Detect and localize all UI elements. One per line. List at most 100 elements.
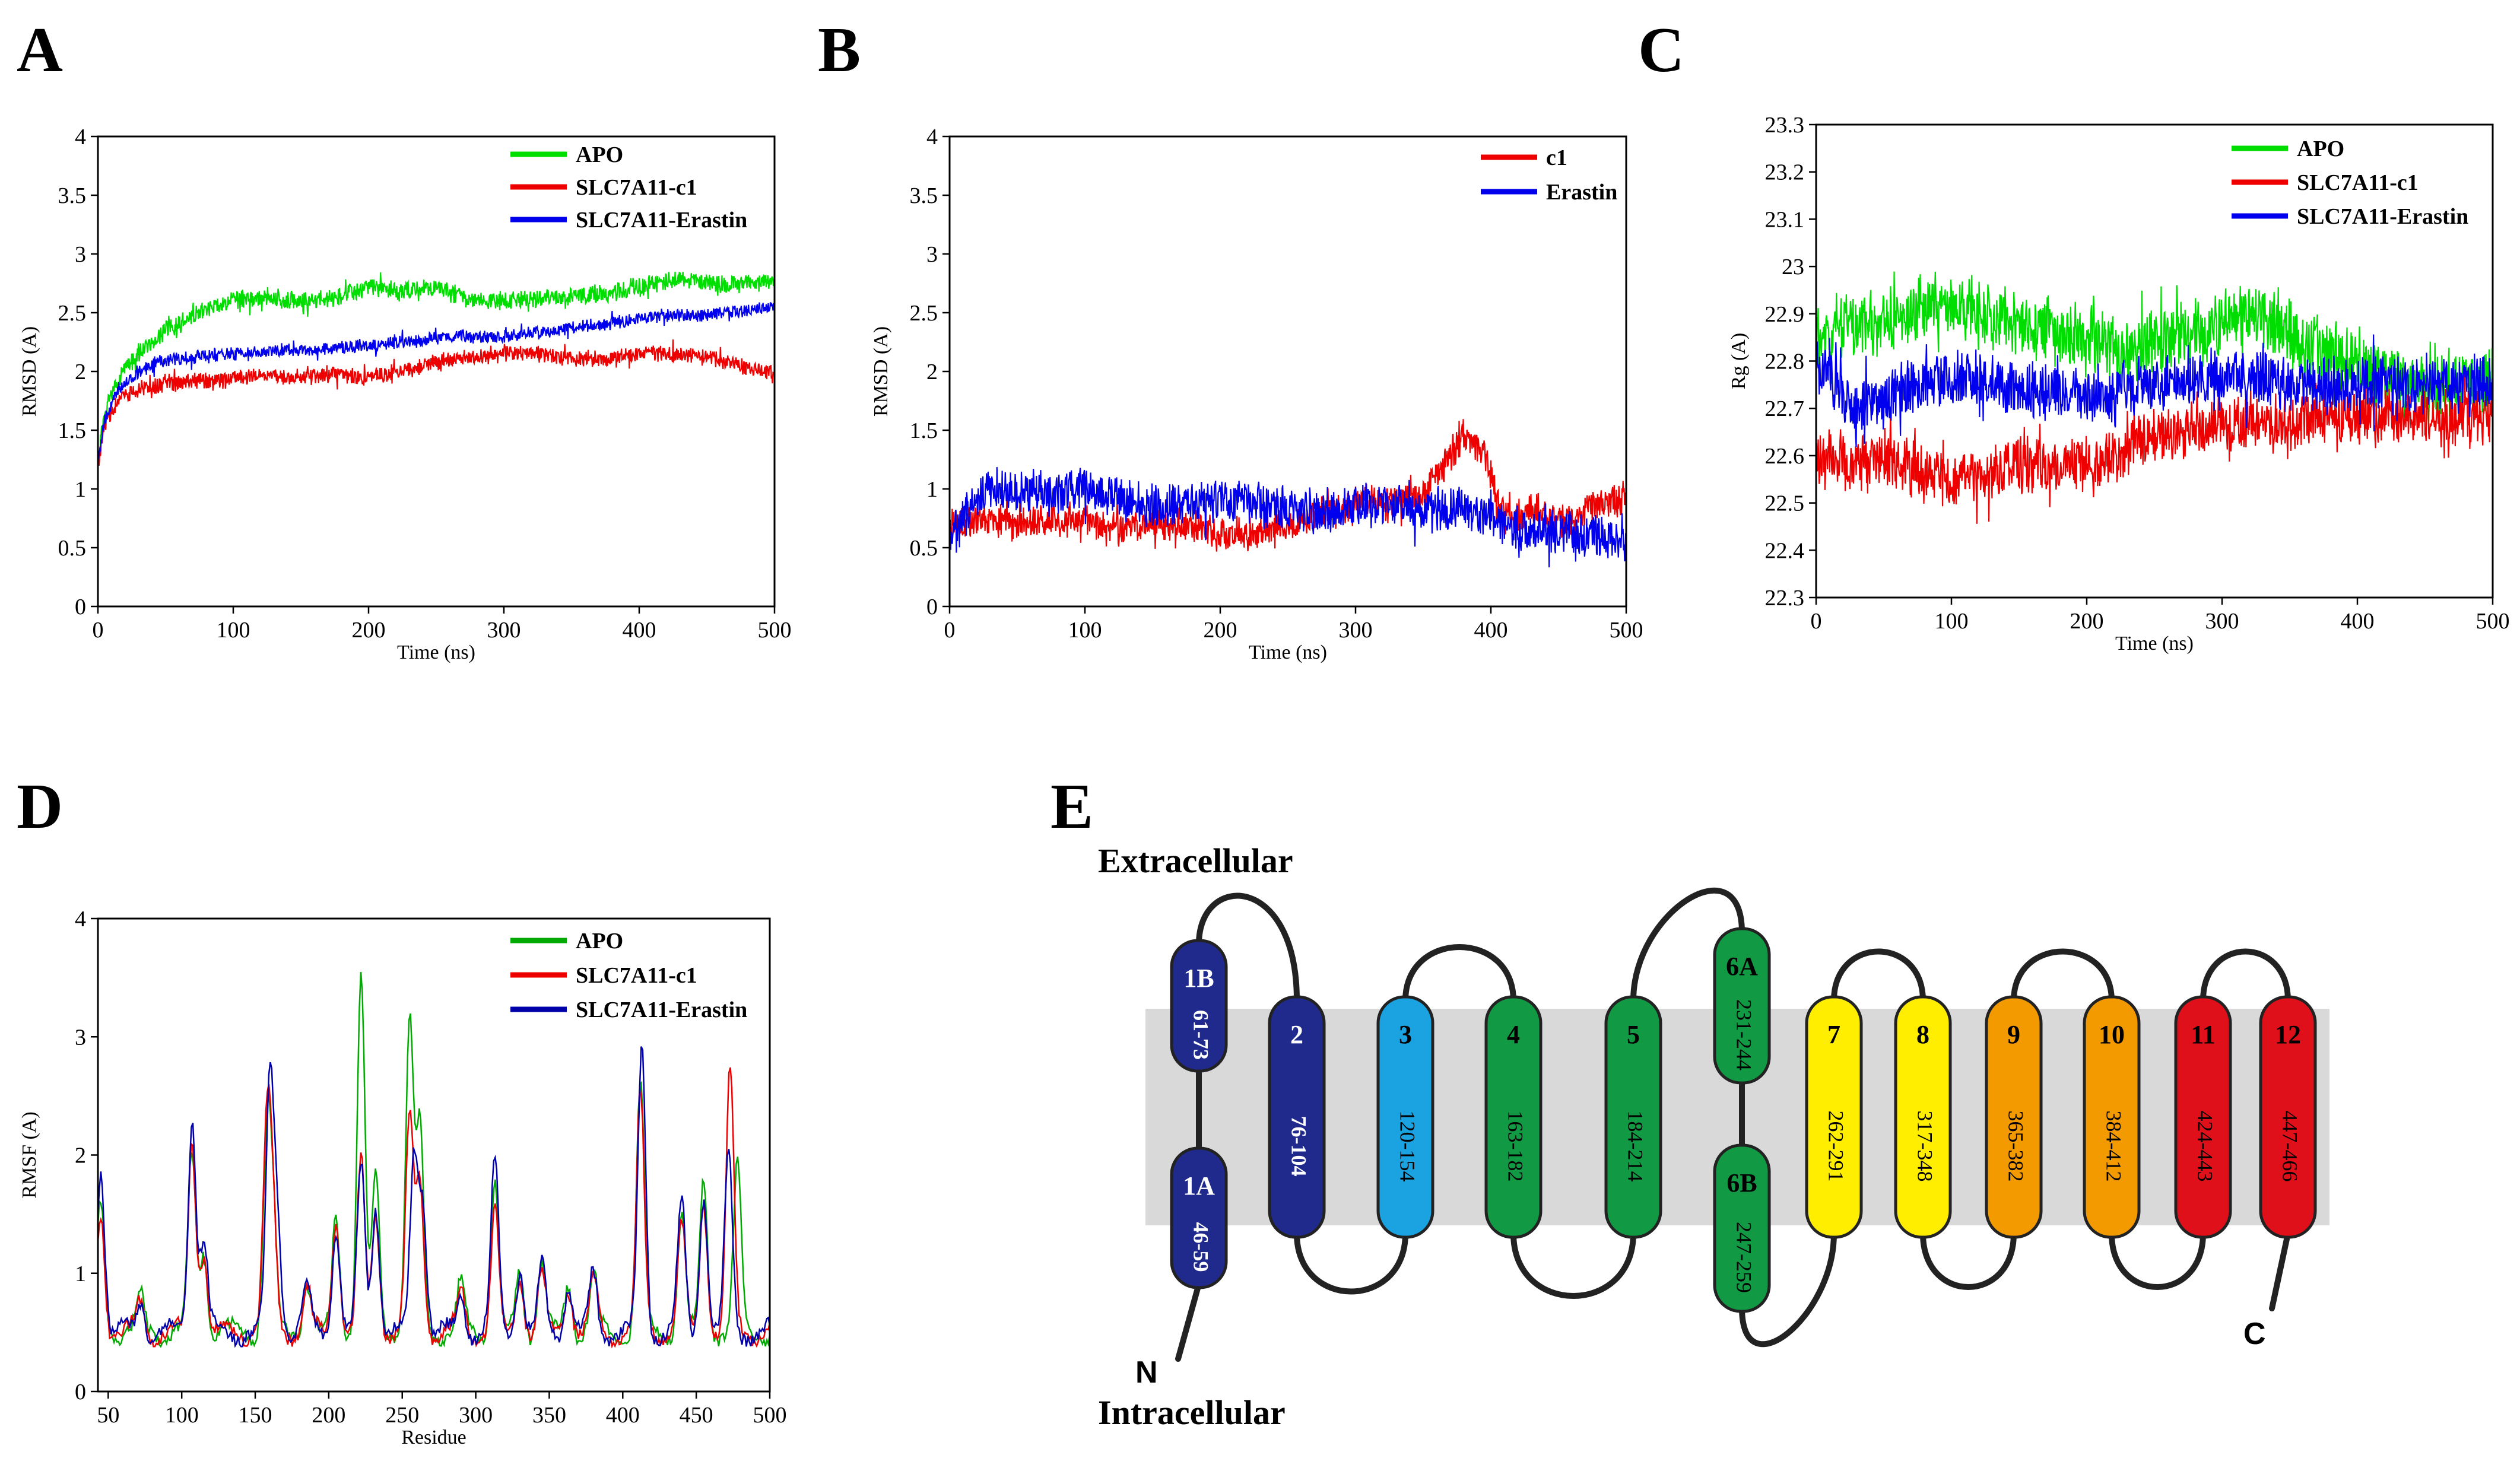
- chart-c-series-group: [1816, 271, 2493, 524]
- n-terminal-tail: [1175, 1281, 1202, 1362]
- chart-d-x-tick-label: 450: [680, 1403, 713, 1428]
- helix-6b-number: 6B: [1726, 1168, 1757, 1197]
- loop-5-6a: [1630, 887, 1745, 1003]
- chart-d-y-tick-label: 0: [75, 1380, 86, 1405]
- chart-c-legend-label: SLC7A11-Erastin: [2297, 204, 2468, 229]
- panel-letter-d: D: [17, 771, 63, 842]
- helix-6a: 6A 231-244: [1713, 927, 1771, 1085]
- chart-c-x-tick-label: 200: [2070, 609, 2104, 634]
- chart-b-x-tick-label: 0: [944, 618, 956, 643]
- chart-a-legend-label: APO: [576, 142, 623, 167]
- helix-7-body: [1805, 995, 1863, 1239]
- chart-c-legend-label: SLC7A11-c1: [2297, 170, 2419, 195]
- chart-d-legend-label: SLC7A11-c1: [576, 963, 697, 988]
- chart-b-x-tick-label: 200: [1204, 618, 1237, 643]
- chart-b-y-tick-label: 4: [926, 125, 938, 150]
- chart-c-y-tick-label: 23.1: [1765, 207, 1805, 232]
- chart-a-y-tick-label: 1.5: [58, 418, 87, 443]
- chart-a-x-tick-label: 500: [758, 618, 792, 643]
- chart-a-x-tick-label: 400: [623, 618, 656, 643]
- extracellular-label: Extracellular: [1098, 841, 1293, 880]
- helix-3: 3 120-154: [1376, 995, 1434, 1239]
- chart-b-y-tick-label: 2.5: [910, 301, 938, 326]
- helix-1a-number: 1A: [1183, 1171, 1215, 1200]
- loop-9-10: [2011, 948, 2115, 1003]
- helix-3-body: [1376, 995, 1434, 1239]
- chart-b-legend-label: Erastin: [1546, 180, 1617, 205]
- helix-4-number: 4: [1507, 1020, 1520, 1049]
- chart-b-rmsd: 0 100 200 300 400 500 0 0.5 1 1.5 2 2.5 3 3.5 4 Time (n…: [870, 125, 1643, 663]
- helix-3-number: 3: [1399, 1020, 1412, 1049]
- chart-d-legend-label: SLC7A11-Erastin: [576, 997, 747, 1022]
- chart-b-y-tick-label: 1.5: [910, 418, 938, 443]
- helix-11-body: [2174, 995, 2232, 1239]
- helix-6b-residue-range: 247-259: [1732, 1222, 1756, 1293]
- chart-b-y-axis-label: RMSD (A): [870, 326, 892, 417]
- chart-a-plot-frame: [97, 135, 776, 608]
- chart-c-y-tick-label: 22.5: [1765, 491, 1805, 516]
- helix-1a-residue-range: 46-59: [1189, 1222, 1213, 1272]
- helix-4-residue-range: 163-182: [1504, 1111, 1528, 1182]
- helix-8: 8 317-348: [1894, 995, 1952, 1239]
- chart-a-series-apo: [98, 271, 775, 465]
- chart-d-rmsf: 50 100 150 200 250 300 350 400 450 500 0 1 2 3 4 Residu…: [18, 907, 787, 1448]
- panel-letter-a: A: [17, 15, 63, 85]
- chart-d-series-group: [98, 971, 770, 1349]
- chart-a-y-tick-label: 2: [75, 360, 86, 385]
- chart-d-x-tick-label: 400: [606, 1403, 640, 1428]
- helix-11-number: 11: [2191, 1020, 2216, 1049]
- chart-b-y-tick-label: 3: [926, 242, 938, 267]
- helix-2-residue-range: 76-104: [1287, 1116, 1311, 1177]
- chart-a-legend-label: SLC7A11-Erastin: [576, 208, 747, 233]
- chart-d-y-tick-label: 1: [75, 1262, 86, 1286]
- chart-c-y-tick-label: 22.4: [1765, 538, 1805, 563]
- chart-b-y-tick-label: 0: [926, 595, 938, 619]
- chart-a-x-axis-label: Time (ns): [397, 641, 475, 663]
- helix-6b-body: [1713, 1143, 1771, 1313]
- helix-12-residue-range: 447-466: [2278, 1111, 2302, 1182]
- chart-c-y-tick-label: 23.3: [1765, 113, 1805, 138]
- helices: 1B 61-73 1A 46-59 2 76-104 3 120-154 4 163-182 5 18…: [1170, 927, 2317, 1313]
- topology-diagram: Extracellular Intracellular 1B 61-73 1A 46-…: [1098, 841, 2329, 1432]
- chart-d-x-tick-label: 100: [165, 1403, 199, 1428]
- loop-7-8: [1831, 948, 1926, 1003]
- helix-6a-residue-range: 231-244: [1732, 999, 1756, 1070]
- chart-c-y-tick-label: 23: [1782, 255, 1804, 279]
- helix-9-body: [1985, 995, 2043, 1239]
- n-terminus-label: N: [1135, 1355, 1158, 1390]
- loop-4-5: [1510, 1231, 1636, 1299]
- chart-b-x-tick-label: 400: [1474, 618, 1508, 643]
- chart-d-x-tick-label: 500: [753, 1403, 787, 1428]
- chart-a-x-tick-label: 100: [217, 618, 250, 643]
- chart-a-y-tick-label: 0.5: [58, 536, 87, 561]
- chart-a-x-tick-label: 0: [93, 618, 104, 643]
- chart-d-x-tick-label: 350: [532, 1403, 566, 1428]
- chart-d-legend-label: APO: [576, 929, 623, 954]
- helix-11: 11 424-443: [2174, 995, 2232, 1239]
- helix-10-number: 10: [2099, 1020, 2125, 1049]
- helix-6a-number: 6A: [1726, 952, 1758, 981]
- chart-a-y-tick-label: 3: [75, 242, 86, 267]
- chart-c-y-tick-label: 22.9: [1765, 302, 1805, 327]
- helix-10-residue-range: 384-412: [2102, 1111, 2126, 1182]
- chart-c-y-tick-label: 23.2: [1765, 160, 1805, 185]
- panel-letter-e: E: [1050, 771, 1093, 842]
- chart-a-series-slc7a11-erastin: [98, 302, 775, 463]
- chart-b-y-tick-label: 3.5: [910, 183, 938, 208]
- loop-1b-2: [1196, 892, 1300, 1003]
- chart-c-x-axis-label: Time (ns): [2115, 633, 2194, 655]
- chart-c-radius-of-gyration: 0 100 200 300 400 500 22.3 22.4 22.5 22.6 22.7 22.8…: [1728, 113, 2510, 655]
- loop-8-9: [1920, 1231, 2017, 1290]
- chart-c-x-tick-label: 0: [1811, 609, 1822, 634]
- chart-a-y-tick-label: 1: [75, 477, 86, 502]
- helix-5-number: 5: [1627, 1020, 1640, 1049]
- chart-a-series-group: [98, 271, 775, 466]
- helix-5-body: [1604, 995, 1662, 1239]
- chart-a-rmsd: 0 100 200 300 400 500 0 0.5 1 1.5 2 2.5 3 3.5 4 Time (n…: [18, 125, 792, 663]
- chart-a-x-tick-label: 300: [487, 618, 521, 643]
- helix-1b: 1B 61-73: [1170, 939, 1228, 1073]
- loop-3-4: [1402, 944, 1516, 1003]
- chart-a-x-tick-label: 200: [352, 618, 386, 643]
- chart-c-y-tick-label: 22.8: [1765, 350, 1805, 374]
